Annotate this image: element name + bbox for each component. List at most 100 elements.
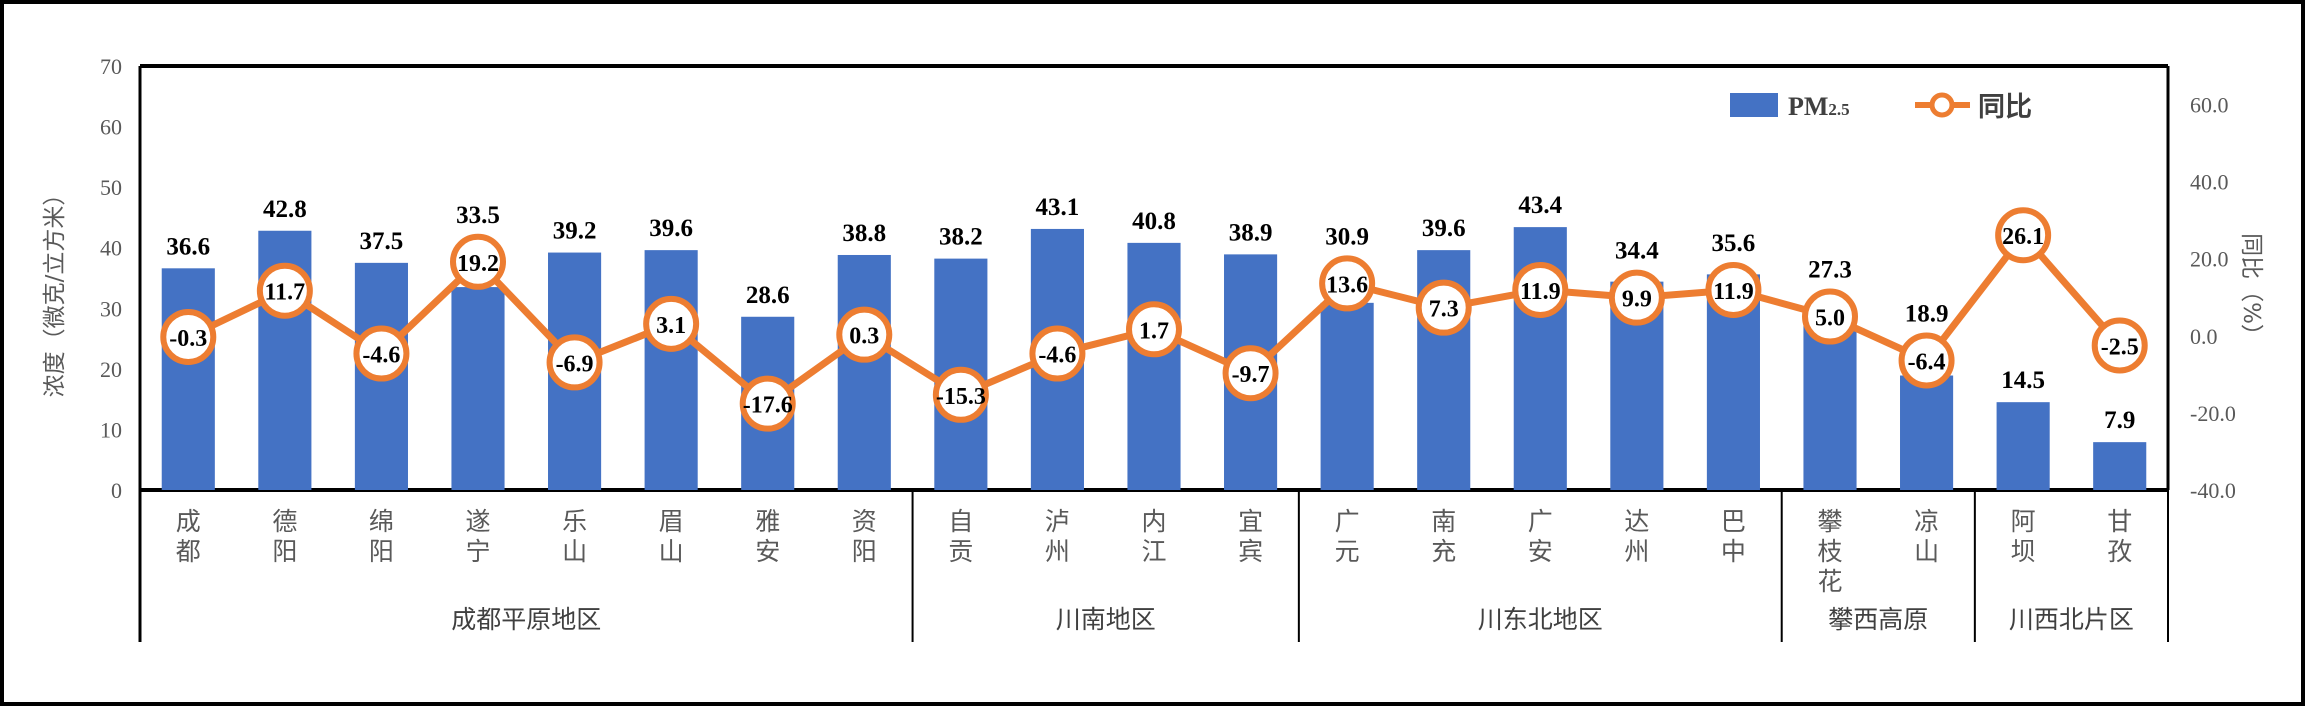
y-tick-label: 50 (100, 175, 122, 200)
y2-tick-label: 20.0 (2190, 247, 2229, 272)
bar-value-label: 30.9 (1325, 223, 1369, 250)
y2-tick-label: 40.0 (2190, 170, 2229, 195)
y2-tick-label: -40.0 (2190, 478, 2236, 503)
bar (1127, 242, 1181, 490)
category-label: 阿坝 (2011, 507, 2036, 566)
line-marker (1512, 261, 1569, 318)
y-tick-label: 40 (100, 236, 122, 261)
bar-value-label: 36.6 (166, 233, 210, 260)
line-marker (739, 375, 796, 432)
category-label: 德阳 (272, 507, 297, 566)
line-marker (1029, 325, 1086, 382)
line-value-label: 7.3 (1429, 297, 1459, 323)
category-label: 资阳 (852, 507, 877, 566)
line-value-label: -2.5 (2101, 334, 2139, 360)
group-label: 成都平原地区 (451, 605, 601, 634)
bar (1996, 402, 2050, 490)
category-label: 广元 (1335, 507, 1360, 566)
line-value-label: -6.9 (556, 351, 594, 377)
bar-value-label: 33.5 (456, 202, 500, 229)
group-label: 川东北地区 (1478, 605, 1603, 634)
line-value-label: -9.7 (1232, 362, 1270, 388)
category-label: 自贡 (948, 507, 973, 566)
line-value-label: -4.6 (1038, 343, 1076, 369)
line-marker (1415, 279, 1472, 336)
line-value-label: -17.6 (743, 393, 793, 419)
category-label: 泸州 (1045, 507, 1070, 566)
bar-value-label: 38.9 (1229, 219, 1273, 246)
y-axis-title: 浓度（微克/立方米） (42, 183, 68, 398)
bar-value-label: 38.2 (939, 224, 983, 251)
line-marker (160, 308, 217, 365)
bar-value-label: 7.9 (2104, 407, 2135, 434)
legend-line-marker (1929, 92, 1955, 118)
line-marker (643, 295, 700, 352)
bar-value-label: 42.8 (263, 196, 307, 223)
category-label: 广安 (1528, 507, 1553, 566)
category-label: 眉山 (659, 507, 684, 566)
line-value-label: -6.4 (1908, 349, 1946, 375)
legend-line-label: 同比 (1978, 92, 2032, 123)
line-value-label: 11.9 (1713, 279, 1754, 305)
line-marker (1898, 332, 1955, 389)
bar-value-label: 43.1 (1036, 194, 1080, 221)
bar-value-label: 28.6 (746, 282, 790, 309)
line-value-label: 13.6 (1326, 272, 1368, 298)
bar-value-label: 40.8 (1132, 208, 1176, 235)
category-label: 雅安 (755, 507, 780, 566)
y-tick-label: 0 (111, 478, 122, 503)
bar-value-label: 35.6 (1712, 230, 1756, 257)
bar-value-label: 39.6 (1422, 215, 1466, 242)
line-value-label: 5.0 (1815, 306, 1845, 332)
line-value-label: 26.1 (2002, 224, 2044, 250)
line-value-label: -15.3 (936, 384, 986, 410)
line-marker (932, 366, 989, 423)
bar-value-label: 43.4 (1518, 192, 1562, 219)
y-tick-label: 20 (100, 357, 122, 382)
line-marker (1995, 207, 2052, 264)
line-marker (1608, 269, 1665, 326)
line-marker (450, 233, 506, 290)
bar-value-label: 39.6 (649, 215, 693, 242)
line-value-label: 9.9 (1622, 287, 1652, 313)
line-marker (256, 262, 313, 319)
line-marker (1802, 288, 1858, 345)
bar (161, 268, 215, 490)
y-tick-label: 30 (100, 296, 122, 321)
category-label: 遂宁 (465, 507, 490, 566)
y2-tick-label: 0.0 (2190, 324, 2218, 349)
bar (451, 287, 505, 490)
line-marker (836, 306, 893, 363)
bar-value-label: 37.5 (360, 228, 404, 255)
category-label: 宜宾 (1238, 507, 1263, 566)
y-tick-label: 70 (100, 54, 122, 79)
line-marker (1319, 255, 1376, 312)
line-value-label: 19.2 (457, 251, 499, 277)
legend-bar-label: PM2.5 (1788, 92, 1850, 121)
line-marker (353, 325, 410, 382)
bar-value-label: 39.2 (553, 218, 597, 245)
category-label: 巴中 (1721, 507, 1746, 566)
line-value-label: 3.1 (656, 313, 686, 339)
line-value-label: -0.3 (169, 326, 207, 352)
bar (1803, 324, 1857, 490)
group-label: 攀西高原 (1828, 605, 1928, 634)
category-label: 达州 (1624, 507, 1649, 566)
bar (837, 254, 891, 490)
category-label: 乐山 (562, 507, 587, 566)
line-value-label: 1.7 (1139, 318, 1169, 344)
bar (644, 250, 698, 490)
line-marker (546, 334, 603, 391)
category-label: 甘孜 (2107, 507, 2132, 566)
category-label: 攀枝花 (1817, 507, 1842, 596)
legend-bar-swatch (1730, 93, 1778, 117)
category-label: 凉山 (1914, 507, 1939, 566)
legend: PM2.5 同比 (1730, 92, 2032, 123)
y-tick-label: 60 (100, 115, 122, 140)
bar (1900, 375, 1954, 490)
line-value-label: 11.9 (1520, 279, 1561, 305)
category-label: 成都 (176, 507, 201, 566)
y2-axis-title: 同比（%） (2238, 233, 2264, 347)
bar-value-label: 18.9 (1905, 300, 1949, 327)
